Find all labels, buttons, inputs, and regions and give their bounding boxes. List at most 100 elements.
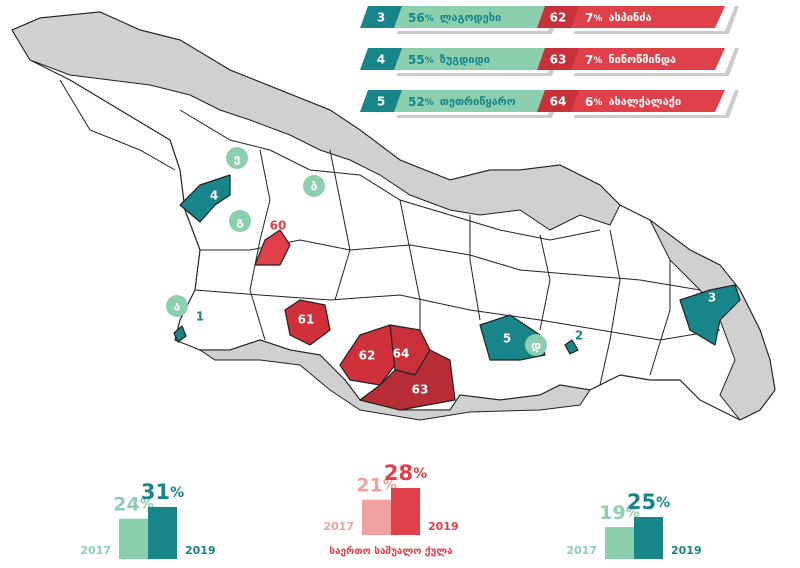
badge-text: 7% ნინოწმინდა bbox=[585, 53, 676, 67]
year-label: 2019 bbox=[428, 520, 459, 533]
percent-sign: % bbox=[593, 98, 602, 108]
district-label: 4 bbox=[210, 189, 218, 203]
marker bbox=[226, 147, 248, 169]
badge-share: 7 bbox=[585, 53, 593, 67]
badge-name: ასპინძა bbox=[608, 11, 651, 24]
year-label: 2019 bbox=[671, 544, 702, 557]
badge-text: 56% ლაგოდეხი bbox=[408, 11, 501, 25]
bar-value-number: 31 bbox=[141, 480, 170, 504]
year-label: 2017 bbox=[566, 544, 597, 557]
marker bbox=[229, 210, 251, 232]
badge-share: 52 bbox=[408, 95, 425, 109]
summary-caption: საერთო საშუალო ქულა bbox=[329, 545, 453, 557]
district-highlight bbox=[254, 229, 291, 266]
badge-id: 62 bbox=[550, 11, 567, 25]
percent-sign: % bbox=[425, 98, 434, 108]
badge-band bbox=[565, 48, 725, 70]
district-label: 61 bbox=[298, 313, 315, 327]
bar-value-number: 25 bbox=[627, 490, 656, 514]
percent-sign: % bbox=[413, 466, 427, 482]
year-label: 2017 bbox=[323, 520, 354, 533]
badge-text: 55% ზუგდიდი bbox=[408, 53, 490, 67]
badge-band bbox=[565, 90, 725, 112]
badge-text: 6% ახალქალაქი bbox=[585, 95, 681, 109]
bar bbox=[119, 518, 148, 559]
badge-id-box bbox=[537, 90, 579, 112]
bar-value: 28% bbox=[384, 461, 427, 485]
bar-value: 25% bbox=[627, 490, 670, 514]
badge-id: 4 bbox=[377, 53, 385, 67]
bar bbox=[605, 527, 634, 559]
badge-share: 7 bbox=[585, 11, 593, 25]
district-label: 3 bbox=[708, 291, 716, 305]
mountain-zone bbox=[11, 11, 621, 231]
percent-sign: % bbox=[170, 485, 184, 501]
badge-name: ნინოწმინდა bbox=[608, 53, 676, 66]
markers: ე ბ გ ა დ bbox=[166, 147, 547, 356]
marker bbox=[166, 295, 188, 317]
badge-shadow bbox=[573, 90, 739, 118]
bar-value-number: 28 bbox=[384, 461, 413, 485]
marker-label: ა bbox=[174, 300, 181, 314]
badge-id-box bbox=[360, 90, 402, 112]
district-label: 62 bbox=[359, 349, 376, 363]
badge-shadow bbox=[396, 90, 562, 118]
badge-shadow bbox=[573, 48, 739, 76]
badge-id-box bbox=[360, 48, 402, 70]
badge-text: 7% ასპინძა bbox=[585, 11, 652, 25]
marker-label: დ bbox=[531, 339, 541, 353]
district-label: 63 bbox=[412, 383, 429, 397]
badge-band bbox=[388, 6, 548, 28]
percent-sign: % bbox=[593, 56, 602, 66]
badge-share: 6 bbox=[585, 95, 593, 109]
district-highlight bbox=[284, 299, 331, 346]
district-label: 1 bbox=[196, 310, 204, 324]
mountain-zone bbox=[198, 339, 591, 421]
bar bbox=[391, 487, 420, 535]
badge-band bbox=[565, 6, 725, 28]
percent-sign: % bbox=[593, 14, 602, 24]
summary: 24% 2017 31% 2019 21% 2017 28% 2019 19% 2017 25% 20… bbox=[80, 461, 702, 559]
badge-id: 63 bbox=[550, 53, 567, 67]
bar-value: 31% bbox=[141, 480, 184, 504]
percent-sign: % bbox=[656, 495, 670, 511]
badge-band bbox=[388, 90, 548, 112]
marker-label: ე bbox=[234, 152, 241, 166]
percent-sign: % bbox=[425, 14, 434, 24]
marker-label: ბ bbox=[311, 180, 318, 194]
badge-id: 5 bbox=[377, 95, 385, 109]
badge-shadow bbox=[396, 6, 562, 34]
bar bbox=[634, 517, 663, 559]
bar-value-number: 19 bbox=[599, 502, 625, 524]
year-label: 2019 bbox=[185, 544, 216, 557]
bar-value-number: 24 bbox=[113, 493, 139, 515]
district-label: 60 bbox=[270, 219, 287, 233]
district-highlight bbox=[679, 284, 741, 346]
badge-name: ზუგდიდი bbox=[440, 53, 490, 66]
badge-id-box bbox=[537, 6, 579, 28]
badge-shadow bbox=[396, 48, 562, 76]
badge-text: 52% თეთრიწყარო bbox=[408, 95, 516, 109]
badge-name: თეთრიწყარო bbox=[440, 95, 516, 108]
year-label: 2017 bbox=[80, 544, 111, 557]
marker bbox=[303, 175, 325, 197]
legend: 3 56% ლაგოდეხი 4 55% ზუგდიდი 5 52% თეთრიწყარო 62 7… bbox=[360, 6, 739, 118]
map: 4 60 61 62 64 63 5 2 3 1 ე ბ გ ა დ bbox=[11, 11, 776, 421]
badge-band bbox=[388, 48, 548, 70]
percent-sign: % bbox=[425, 56, 434, 66]
bar bbox=[362, 499, 391, 535]
badge-share: 56 bbox=[408, 11, 425, 25]
badge-name: ლაგოდეხი bbox=[440, 11, 501, 24]
district-label: 2 bbox=[575, 329, 583, 343]
bar bbox=[148, 506, 177, 559]
marker-label: გ bbox=[236, 215, 243, 229]
badge-id: 3 bbox=[377, 11, 385, 25]
badge-shadow bbox=[573, 6, 739, 34]
district-label: 5 bbox=[503, 332, 511, 346]
district-label: 64 bbox=[393, 347, 410, 361]
district-highlight bbox=[173, 325, 187, 343]
badge-id-box bbox=[360, 6, 402, 28]
badge-share: 55 bbox=[408, 53, 425, 67]
badge-id-box bbox=[537, 48, 579, 70]
